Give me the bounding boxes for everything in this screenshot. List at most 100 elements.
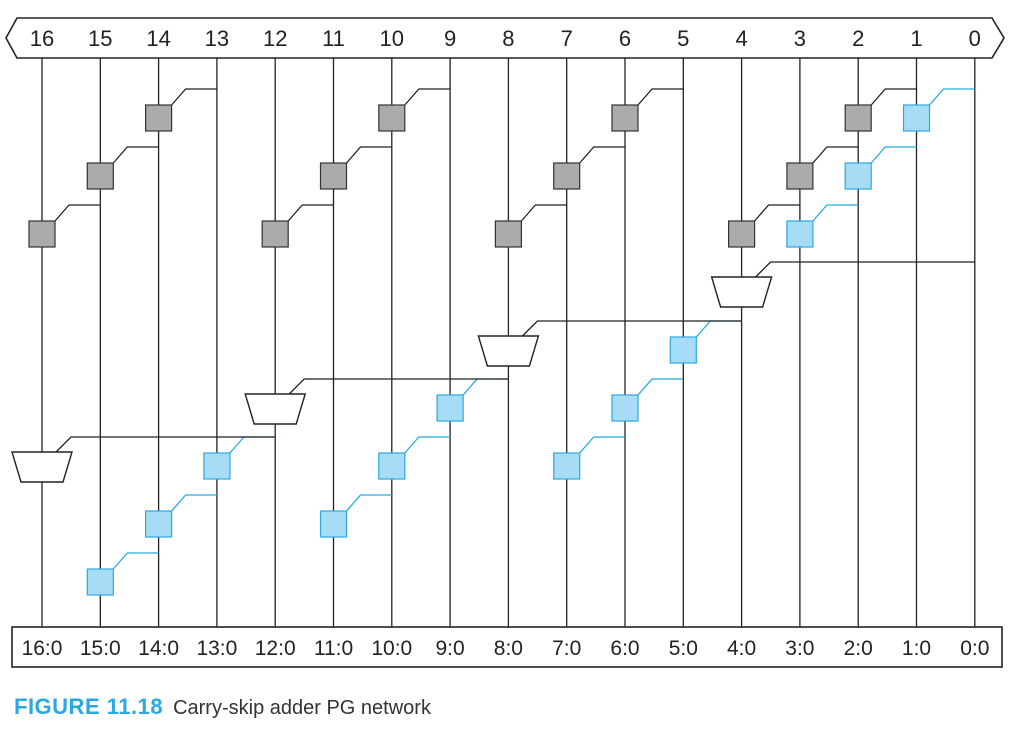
gray-cell-2-1 bbox=[844, 162, 872, 190]
bit-label-3: 3 bbox=[794, 26, 806, 51]
black-cell-12-2 bbox=[261, 220, 289, 248]
gray-cell-10-6 bbox=[378, 452, 406, 480]
output-label-6: 6:0 bbox=[610, 637, 639, 660]
black-cell-6-0 bbox=[611, 104, 639, 132]
gray-cell-14-7 bbox=[145, 510, 173, 538]
figure-caption: FIGURE 11.18 Carry-skip adder PG network bbox=[14, 694, 431, 720]
gray-cell-5-4 bbox=[669, 336, 697, 364]
mux-wire-8 bbox=[521, 320, 742, 337]
input-bar: 16 15 14 13 12 11 10 9 8 7 6 5 4 3 2 1 0 bbox=[5, 17, 1005, 59]
output-label-5: 5:0 bbox=[669, 637, 698, 660]
bit-label-0: 0 bbox=[969, 26, 981, 51]
gray-cell-wire-1-0 bbox=[929, 88, 975, 106]
mux-wire-16 bbox=[55, 436, 276, 453]
output-label-3: 3:0 bbox=[785, 637, 814, 660]
output-label-1: 1:0 bbox=[902, 637, 931, 660]
output-label-7: 7:0 bbox=[552, 637, 581, 660]
black-cell-4-2 bbox=[727, 220, 756, 248]
black-cell-wire-3-1 bbox=[812, 146, 859, 164]
bit-label-1: 1 bbox=[910, 26, 922, 51]
mux-wire-4 bbox=[755, 261, 975, 278]
skip-mux-16 bbox=[11, 451, 73, 483]
black-cell-wire-2-0 bbox=[870, 88, 917, 106]
gray-cell-9-5 bbox=[436, 394, 464, 422]
bit-labels: 16 15 14 13 12 11 10 9 8 7 6 5 4 3 2 1 0 bbox=[30, 26, 981, 51]
gray-cell-1-0 bbox=[902, 104, 931, 132]
output-label-10: 10:0 bbox=[371, 637, 412, 660]
bit-label-7: 7 bbox=[561, 26, 573, 51]
bit-label-10: 10 bbox=[380, 26, 404, 51]
gray-cell-3-2 bbox=[786, 220, 814, 248]
gray-cell-11-7 bbox=[319, 510, 348, 538]
output-label-13: 13:0 bbox=[196, 637, 237, 660]
gray-cell-6-5 bbox=[611, 394, 639, 422]
output-label-4: 4:0 bbox=[727, 637, 756, 660]
bit-label-8: 8 bbox=[502, 26, 514, 51]
black-cell-wire-12-2 bbox=[287, 204, 334, 222]
output-label-16: 16:0 bbox=[22, 637, 63, 660]
black-cell-16-2 bbox=[28, 220, 56, 248]
gray-cell-wire-5-4 bbox=[695, 320, 742, 338]
gray-cell-wire-3-2 bbox=[812, 204, 859, 222]
black-cell-11-1 bbox=[319, 162, 348, 190]
mux-wire-12 bbox=[288, 378, 509, 395]
gray-cell-wire-6-5 bbox=[637, 378, 684, 396]
bit-label-15: 15 bbox=[88, 26, 112, 51]
black-cell-wire-16-2 bbox=[54, 204, 101, 222]
output-bar: 16:0 15:0 14:0 13:0 12:0 11:0 10:0 9:0 8:0 7:0 6:0… bbox=[11, 626, 1003, 668]
black-cell-wire-10-0 bbox=[404, 88, 451, 106]
black-cell-wire-6-0 bbox=[637, 88, 684, 106]
output-label-8: 8:0 bbox=[494, 637, 523, 660]
black-cell-10-0 bbox=[378, 104, 406, 132]
gray-cell-13-6 bbox=[203, 452, 231, 480]
black-cell-14-0 bbox=[145, 104, 173, 132]
bit-label-12: 12 bbox=[263, 26, 287, 51]
gray-cell-wire-2-1 bbox=[870, 146, 917, 164]
output-label-2: 2:0 bbox=[844, 637, 873, 660]
bit-label-6: 6 bbox=[619, 26, 631, 51]
black-cell-wire-15-1 bbox=[112, 146, 159, 164]
black-cell-wire-4-2 bbox=[754, 204, 800, 222]
bit-label-16: 16 bbox=[30, 26, 54, 51]
gray-cell-wire-15-8 bbox=[112, 552, 159, 570]
black-cell-wire-7-1 bbox=[579, 146, 625, 164]
skip-mux-12 bbox=[244, 393, 307, 425]
black-cell-wire-11-1 bbox=[346, 146, 392, 164]
gray-cell-wire-9-5 bbox=[462, 378, 509, 396]
black-cell-7-1 bbox=[553, 162, 581, 190]
bit-label-5: 5 bbox=[677, 26, 689, 51]
carry-skip-pg-network-diagram: 16 15 14 13 12 11 10 9 8 7 6 5 4 3 2 1 0 16:0 15:0 14:0 13:… bbox=[5, 17, 1005, 668]
gray-cell-wire-7-6 bbox=[579, 436, 625, 454]
output-label-11: 11:0 bbox=[314, 637, 353, 660]
gray-cell-7-6 bbox=[553, 452, 581, 480]
black-cell-2-0 bbox=[844, 104, 872, 132]
black-cell-wire-14-0 bbox=[171, 88, 217, 106]
output-label-0: 0:0 bbox=[960, 637, 989, 660]
skip-mux-8 bbox=[477, 335, 540, 367]
gray-cell-wire-10-6 bbox=[404, 436, 451, 454]
output-labels: 16:0 15:0 14:0 13:0 12:0 11:0 10:0 9:0 8:0 7:0 6:0… bbox=[22, 637, 990, 660]
bit-label-13: 13 bbox=[205, 26, 229, 51]
gray-cell-wire-14-7 bbox=[171, 494, 217, 512]
skip-mux-4 bbox=[710, 276, 773, 308]
output-label-9: 9:0 bbox=[435, 637, 464, 660]
bit-label-11: 11 bbox=[322, 26, 345, 51]
output-label-12: 12:0 bbox=[255, 637, 296, 660]
wire-layer bbox=[41, 58, 976, 627]
figure-title: Carry-skip adder PG network bbox=[173, 697, 431, 719]
black-cell-8-2 bbox=[494, 220, 522, 248]
bit-label-2: 2 bbox=[852, 26, 864, 51]
gray-cell-15-8 bbox=[86, 568, 114, 596]
black-cell-wire-8-2 bbox=[520, 204, 567, 222]
gray-cell-wire-13-6 bbox=[229, 436, 276, 454]
bit-label-9: 9 bbox=[444, 26, 456, 51]
output-label-15: 15:0 bbox=[80, 637, 121, 660]
bit-label-14: 14 bbox=[146, 26, 170, 51]
black-cell-15-1 bbox=[86, 162, 114, 190]
bit-label-4: 4 bbox=[735, 26, 747, 51]
figure-number: FIGURE 11.18 bbox=[14, 694, 164, 719]
cell-layer bbox=[11, 104, 931, 596]
output-label-14: 14:0 bbox=[138, 637, 179, 660]
black-cell-3-1 bbox=[786, 162, 814, 190]
gray-cell-wire-11-7 bbox=[346, 494, 392, 512]
